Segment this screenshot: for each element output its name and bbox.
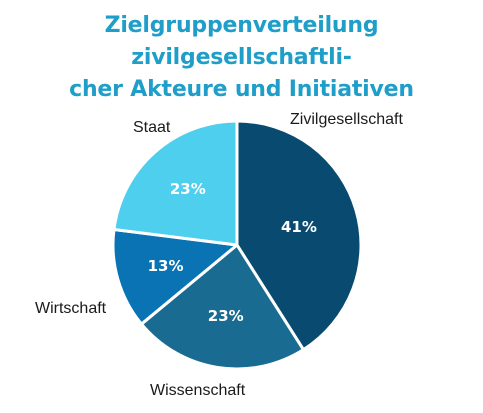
category-labels: Zivilgesellschaft Wissenschaft Wirtschaft S…: [35, 111, 403, 399]
percentage-labels: 41% 23% 13% 23%: [148, 180, 317, 325]
pie-slice-staat: [112, 119, 239, 247]
category-label-wirtschaft: Wirtschaft: [35, 300, 107, 317]
category-label-wissenschaft: Wissenschaft: [150, 382, 246, 399]
chart-title: Zielgruppenverteilung zivilgesellschaftl…: [0, 10, 483, 106]
pct-label-wirtschaft: 13%: [148, 257, 184, 275]
chart-title-line-2: cher Akteure und Initiativen: [69, 77, 414, 102]
pct-label-staat: 23%: [170, 180, 206, 198]
pct-label-wissenschaft: 23%: [208, 307, 244, 325]
pie-slice-wirtschaft: [111, 227, 239, 326]
category-label-zivilgesellschaft: Zivilgesellschaft: [290, 111, 403, 128]
pct-label-zivilgesellschaft: 41%: [281, 218, 317, 236]
pie-slice-wissenschaft: [139, 243, 305, 371]
category-label-staat: Staat: [133, 119, 171, 136]
pie-slices: [111, 119, 363, 371]
chart-title-line-1: Zielgruppenverteilung zivilgesellschaftl…: [104, 13, 379, 70]
